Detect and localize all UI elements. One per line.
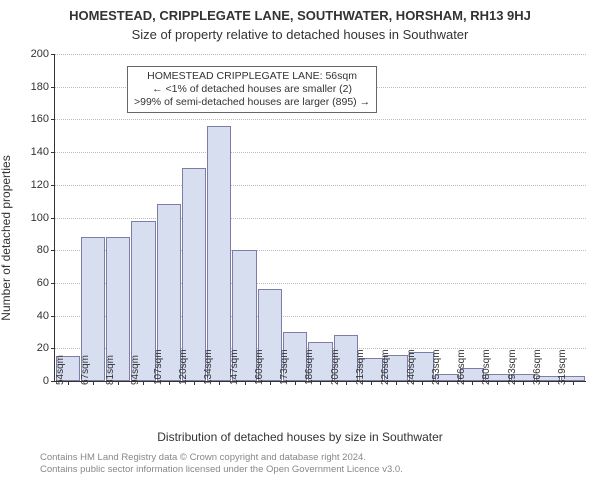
xtick-label: 253sqm — [429, 349, 442, 385]
bar — [207, 126, 231, 381]
xtick-label: 280sqm — [480, 349, 493, 385]
xtick-label: 134sqm — [202, 349, 215, 385]
xtick-label: 120sqm — [176, 349, 189, 385]
legend-line-1: HOMESTEAD CRIPPLEGATE LANE: 56sqm — [134, 70, 370, 83]
y-axis-label: Number of detached properties — [0, 155, 13, 320]
legend-line-3: >99% of semi-detached houses are larger … — [134, 96, 370, 109]
legend-line-2: ← <1% of detached houses are smaller (2) — [134, 83, 370, 96]
ytick-label: 180 — [31, 81, 55, 93]
ytick-label: 100 — [31, 212, 55, 224]
xtick-label: 94sqm — [128, 355, 141, 385]
xtick-mark — [93, 381, 94, 385]
bar-slot: 54sqm — [55, 54, 80, 381]
xtick-label: 186sqm — [303, 349, 316, 385]
xtick-label: 173sqm — [277, 349, 290, 385]
xtick-mark — [169, 381, 170, 385]
xtick-mark — [548, 381, 549, 385]
ytick-label: 140 — [31, 146, 55, 158]
xtick-label: 67sqm — [78, 355, 91, 385]
xtick-label: 200sqm — [328, 349, 341, 385]
xtick-mark — [396, 381, 397, 385]
footer: Contains HM Land Registry data © Crown c… — [0, 444, 600, 477]
xtick-mark — [497, 381, 498, 385]
bar-slot: 226sqm — [384, 54, 409, 381]
xtick-label: 226sqm — [379, 349, 392, 385]
page-title: HOMESTEAD, CRIPPLEGATE LANE, SOUTHWATER,… — [0, 0, 600, 23]
footer-line-1: Contains HM Land Registry data © Crown c… — [40, 452, 588, 464]
page-subtitle: Size of property relative to detached ho… — [0, 23, 600, 48]
xtick-mark — [422, 381, 423, 385]
ytick-label: 20 — [37, 342, 55, 354]
ytick-label: 160 — [31, 113, 55, 125]
xtick-label: 266sqm — [454, 349, 467, 385]
xtick-label: 319sqm — [555, 349, 568, 385]
xtick-mark — [143, 381, 144, 385]
xtick-mark — [472, 381, 473, 385]
xtick-label: 160sqm — [252, 349, 265, 385]
xtick-mark — [573, 381, 574, 385]
xtick-mark — [371, 381, 372, 385]
xtick-label: 147sqm — [227, 349, 240, 385]
bar-slot: 266sqm — [460, 54, 485, 381]
bar-slot: 240sqm — [409, 54, 434, 381]
bar-slot: 293sqm — [510, 54, 535, 381]
ytick-label: 60 — [37, 277, 55, 289]
xtick-mark — [68, 381, 69, 385]
ytick-label: 200 — [31, 48, 55, 60]
bar-slot: 306sqm — [535, 54, 560, 381]
xtick-label: 213sqm — [353, 349, 366, 385]
xtick-mark — [320, 381, 321, 385]
chart-container: Number of detached properties HOMESTEAD … — [0, 48, 600, 428]
xtick-label: 81sqm — [103, 355, 116, 385]
xtick-label: 107sqm — [151, 349, 164, 385]
xtick-mark — [219, 381, 220, 385]
footer-line-2: Contains public sector information licen… — [40, 464, 588, 476]
xtick-mark — [270, 381, 271, 385]
xtick-label: 293sqm — [505, 349, 518, 385]
x-axis-label: Distribution of detached houses by size … — [0, 428, 600, 444]
bar-slot: 319sqm — [561, 54, 586, 381]
bar-slot: 280sqm — [485, 54, 510, 381]
bar-slot: 67sqm — [80, 54, 105, 381]
ytick-label: 40 — [37, 310, 55, 322]
xtick-mark — [245, 381, 246, 385]
ytick-label: 80 — [37, 244, 55, 256]
xtick-mark — [295, 381, 296, 385]
ytick-label: 120 — [31, 179, 55, 191]
xtick-label: 240sqm — [404, 349, 417, 385]
xtick-mark — [447, 381, 448, 385]
bar-slot: 253sqm — [434, 54, 459, 381]
xtick-label: 54sqm — [53, 355, 66, 385]
xtick-label: 306sqm — [530, 349, 543, 385]
plot-area: HOMESTEAD CRIPPLEGATE LANE: 56sqm ← <1% … — [54, 54, 586, 382]
xtick-mark — [346, 381, 347, 385]
xtick-mark — [194, 381, 195, 385]
xtick-mark — [523, 381, 524, 385]
legend-box: HOMESTEAD CRIPPLEGATE LANE: 56sqm ← <1% … — [127, 66, 377, 113]
xtick-mark — [118, 381, 119, 385]
